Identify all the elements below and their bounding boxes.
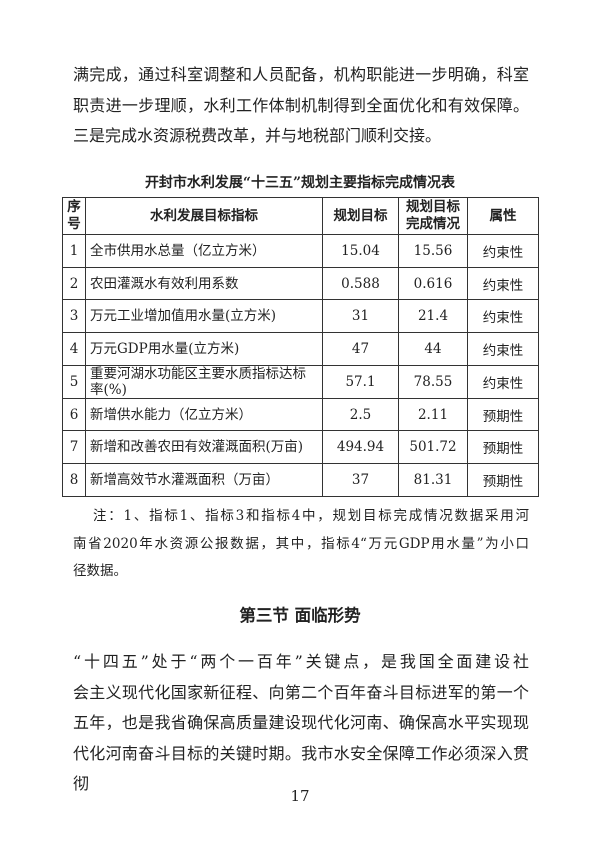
header-cell: 规划目标 bbox=[322, 197, 399, 235]
table-cell: 4 bbox=[62, 332, 86, 366]
body-paragraph: “十四五”处于“两个一百年”关键点，是我国全面建设社 会主义现代化国家新征程、向第… bbox=[73, 647, 529, 800]
table-cell: 预期性 bbox=[467, 397, 539, 432]
table: 序号 水利发展目标指标 规划目标 规划目标完成情况 属性 1 全市供用水总量（亿立方米） 1… bbox=[62, 197, 539, 497]
table-row: 8 新增高效节水灌溉面积（万亩） 37 81.31 预期性 bbox=[62, 463, 539, 497]
table-row: 1 全市供用水总量（亿立方米） 15.04 15.56 约束性 bbox=[62, 234, 539, 268]
table-note: 注：1、指标1、指标3和指标4中，规划目标完成情况数据采用河南省2020年水资源… bbox=[73, 503, 529, 586]
table-cell: 新增供水能力（亿立方米） bbox=[85, 397, 323, 432]
table-cell: 全市供用水总量（亿立方米） bbox=[85, 234, 323, 268]
table-row: 7 新增和改善农田有效灌溉面积(万亩) 494.94 501.72 预期性 bbox=[62, 430, 539, 465]
table-cell: 约束性 bbox=[467, 332, 539, 366]
page-number: 17 bbox=[290, 787, 310, 805]
table-cell: 3 bbox=[62, 299, 86, 334]
header-cell: 水利发展目标指标 bbox=[85, 197, 323, 235]
table-cell: 31 bbox=[322, 299, 399, 334]
table-cell: 约束性 bbox=[467, 364, 539, 399]
table-cell: 6 bbox=[62, 397, 86, 432]
table-cell: 57.1 bbox=[322, 364, 399, 399]
table-cell: 2.5 bbox=[322, 397, 399, 432]
text-line: 彻 bbox=[73, 774, 90, 793]
text-line: 注：1、指标1、指标3和指标4中，规划目标完成情况数据采用河 bbox=[93, 508, 529, 524]
table-cell: 0.616 bbox=[398, 266, 468, 301]
table-cell: 约束性 bbox=[467, 266, 539, 301]
section-heading: 第三节 面临形势 bbox=[239, 606, 361, 625]
text-line: 满完成，通过科室调整和人员配备，机构职能进一步明确，科室 bbox=[73, 65, 529, 84]
table-row: 3 万元工业增加值用水量(立方米) 31 21.4 约束性 bbox=[62, 299, 539, 334]
table-cell: 0.588 bbox=[322, 266, 399, 301]
table-cell: 1 bbox=[62, 234, 86, 268]
header-cell: 序号 bbox=[62, 197, 86, 235]
header-cell: 规划目标完成情况 bbox=[398, 197, 468, 235]
text-line: 五年，也是我省确保高质量建设现代化河南、确保高水平实现现 bbox=[73, 713, 529, 732]
table-title: 开封市水利发展“十三五”规划主要指标完成情况表 bbox=[144, 175, 456, 191]
table-cell: 约束性 bbox=[467, 299, 539, 334]
table-cell: 2 bbox=[62, 266, 86, 301]
table-cell: 万元GDP用水量(立方米) bbox=[85, 332, 323, 366]
table-cell: 农田灌溉水有效利用系数 bbox=[85, 266, 323, 301]
table-cell: 37 bbox=[322, 463, 399, 497]
table-cell: 7 bbox=[62, 430, 86, 465]
table-row: 5 重要河湖水功能区主要水质指标达标率(%) 57.1 78.55 约束性 bbox=[62, 364, 539, 399]
table-header: 序号 水利发展目标指标 规划目标 规划目标完成情况 属性 bbox=[62, 197, 539, 235]
table-cell: 预期性 bbox=[467, 430, 539, 465]
table-cell: 15.56 bbox=[398, 234, 468, 268]
table-cell: 47 bbox=[322, 332, 399, 366]
table-cell: 新增高效节水灌溉面积（万亩） bbox=[85, 463, 323, 497]
text-line: 会主义现代化国家新征程、向第二个百年奋斗目标进军的第一个 bbox=[73, 682, 529, 702]
table-cell: 44 bbox=[398, 332, 468, 366]
text-line: 径数据。 bbox=[73, 563, 127, 579]
table-row: 6 新增供水能力（亿立方米） 2.5 2.11 预期性 bbox=[62, 397, 539, 432]
table-cell: 万元工业增加值用水量(立方米) bbox=[85, 299, 323, 334]
table-row: 2 农田灌溉水有效利用系数 0.588 0.616 约束性 bbox=[62, 266, 539, 301]
table-cell: 21.4 bbox=[398, 299, 468, 334]
text-line: 代化河南奋斗目标的关键时期。我市水安全保障工作必须深入贯 bbox=[73, 743, 529, 763]
table-cell: 约束性 bbox=[467, 234, 539, 268]
text-line: “十四五”处于“两个一百年”关键点，是我国全面建设社 bbox=[73, 652, 529, 671]
table-cell: 5 bbox=[62, 364, 86, 399]
table-cell: 新增和改善农田有效灌溉面积(万亩) bbox=[85, 430, 323, 465]
table-cell: 494.94 bbox=[322, 430, 399, 465]
text-line: 职责进一步理顺，水利工作体制机制得到全面优化和有效保障。 bbox=[73, 95, 529, 115]
intro-paragraph: 满完成，通过科室调整和人员配备，机构职能进一步明确，科室 职责进一步理顺，水利工作… bbox=[73, 60, 529, 152]
table-cell: 501.72 bbox=[398, 430, 468, 465]
text-line: 三是完成水资源税费改革，并与地税部门顺利交接。 bbox=[73, 126, 442, 145]
table-cell: 15.04 bbox=[322, 234, 399, 268]
text-line: 南省2020年水资源公报数据，其中，指标4“万元GDP用水量”为小口 bbox=[73, 535, 529, 552]
table-cell: 78.55 bbox=[398, 364, 468, 399]
header-cell: 属性 bbox=[467, 197, 539, 235]
table-cell: 8 bbox=[62, 463, 86, 497]
table-cell: 重要河湖水功能区主要水质指标达标率(%) bbox=[85, 364, 323, 399]
table-cell: 81.31 bbox=[398, 463, 468, 497]
table-cell: 2.11 bbox=[398, 397, 468, 432]
table-row: 4 万元GDP用水量(立方米) 47 44 约束性 bbox=[62, 332, 539, 366]
table-cell: 预期性 bbox=[467, 463, 539, 497]
